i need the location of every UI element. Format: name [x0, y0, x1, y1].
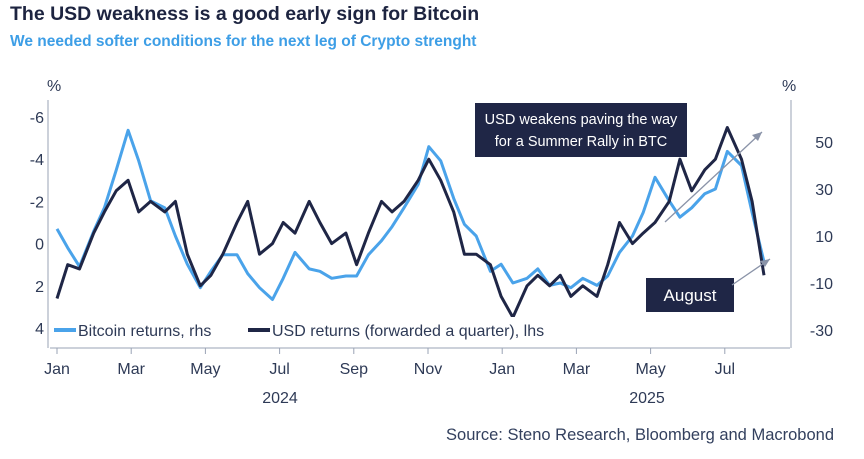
left-tick-label: 0: [35, 237, 44, 254]
annotation-text-usd: for a Summer Rally in BTC: [495, 134, 667, 150]
right-tick-label: 10: [815, 229, 833, 246]
x-year-label: 2025: [629, 390, 665, 407]
x-year-label: 2024: [262, 390, 298, 407]
left-tick-label: -4: [30, 152, 44, 169]
x-tick-label: Jul: [715, 361, 735, 378]
legend-label: USD returns (forwarded a quarter), lhs: [272, 323, 544, 340]
chart-subtitle: We needed softer conditions for the next…: [10, 33, 477, 50]
source-note: Source: Steno Research, Bloomberg and Ma…: [446, 426, 834, 444]
x-tick-label: May: [635, 361, 665, 378]
right-tick-label: -10: [810, 276, 833, 293]
left-tick-label: 2: [35, 279, 44, 296]
left-tick-label: 4: [35, 321, 44, 338]
x-tick-label: Nov: [414, 361, 442, 378]
annotation-arrow-usd: [664, 131, 763, 223]
right-tick-label: 50: [815, 135, 833, 152]
x-tick-label: Jan: [489, 361, 515, 378]
right-tick-label: 30: [815, 182, 833, 199]
x-tick-label: Mar: [563, 361, 591, 378]
arrow-head-icon: [760, 259, 770, 267]
annotation-text-august: August: [664, 286, 717, 305]
left-tick-label: -2: [30, 194, 44, 211]
bitcoin-returns-line: [55, 128, 766, 301]
x-tick-label: Mar: [117, 361, 145, 378]
x-tick-label: Jul: [269, 361, 289, 378]
left-axis-unit: %: [47, 78, 61, 95]
usd-returns-line: [55, 126, 766, 319]
annotation-box-august: [646, 278, 734, 312]
annotation-box-usd: [475, 103, 687, 157]
right-axis-unit: %: [782, 78, 796, 95]
legend-background: [246, 317, 610, 341]
legend-background: [52, 317, 242, 341]
arrow-head-icon: [752, 132, 762, 141]
left-tick-label: -6: [30, 110, 44, 127]
x-tick-label: May: [190, 361, 220, 378]
x-tick-label: Jan: [44, 361, 70, 378]
x-tick-label: Sep: [340, 361, 369, 378]
chart-title: The USD weakness is a good early sign fo…: [10, 3, 480, 25]
annotation-text-usd: USD weakens paving the way: [485, 112, 678, 128]
right-tick-label: -30: [810, 323, 833, 340]
legend-label: Bitcoin returns, rhs: [78, 323, 211, 340]
